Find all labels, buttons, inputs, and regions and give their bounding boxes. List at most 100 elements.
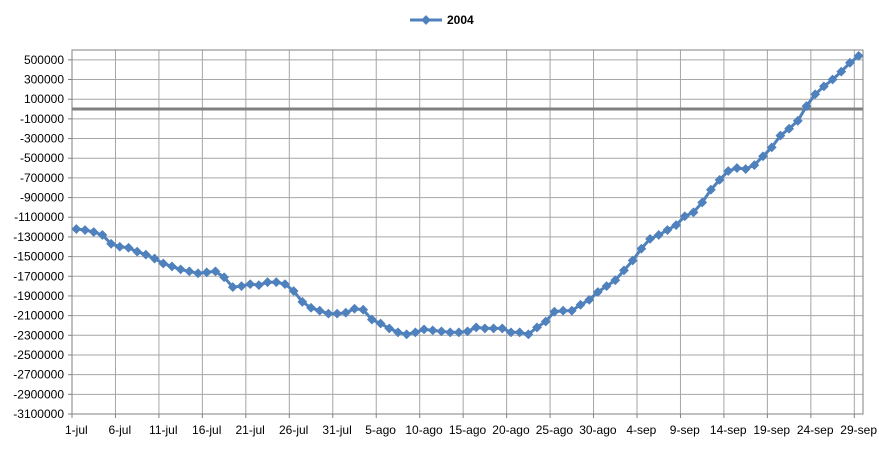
data-point-marker	[558, 305, 569, 316]
y-tick-label: -2500000	[13, 348, 64, 362]
y-tick-label: -2700000	[13, 368, 64, 382]
data-point-marker	[601, 281, 612, 292]
y-tick-label: -1900000	[13, 289, 64, 303]
data-point-marker	[201, 267, 212, 278]
data-point-marker	[766, 142, 777, 153]
data-point-marker	[714, 174, 725, 185]
data-point-marker	[306, 302, 316, 313]
x-tick-label: 10-ago	[405, 423, 443, 437]
data-point-marker	[645, 233, 655, 244]
data-point-marker	[749, 160, 760, 171]
data-point-marker	[393, 327, 403, 338]
data-point-marker	[845, 57, 855, 68]
data-point-marker	[80, 225, 90, 235]
data-point-marker	[410, 327, 421, 338]
data-point-marker	[784, 123, 795, 134]
legend-label-2004: 2004	[447, 13, 474, 27]
x-tick-label: 19-sep	[753, 423, 790, 437]
data-point-marker	[514, 327, 525, 338]
data-point-marker	[723, 166, 734, 176]
data-point-marker	[827, 74, 838, 85]
data-point-marker	[671, 220, 682, 231]
data-point-marker	[332, 308, 343, 319]
data-point-marker	[123, 242, 134, 253]
data-point-marker	[445, 327, 456, 338]
data-point-marker	[288, 286, 299, 296]
x-tick-label: 6-jul	[108, 423, 131, 437]
data-point-marker	[280, 279, 290, 290]
data-point-marker	[653, 230, 664, 240]
x-axis: 1-jul 6-jul 11-jul 16-jul 21-jul 26-jul 31-jul…	[65, 414, 877, 437]
data-point-marker	[219, 272, 230, 283]
x-tick-label: 9-sep	[670, 423, 700, 437]
data-point-marker	[340, 307, 351, 318]
data-point-marker	[167, 261, 177, 272]
data-point-marker	[375, 318, 386, 329]
grid	[71, 49, 864, 415]
x-tick-label: 29-sep	[840, 423, 877, 437]
data-point-marker	[662, 225, 673, 235]
data-point-marker	[488, 323, 499, 334]
data-point-marker	[262, 277, 273, 288]
data-point-marker	[818, 81, 829, 92]
y-tick-label: 100000	[24, 92, 64, 106]
data-point-marker	[471, 322, 482, 333]
data-point-marker	[801, 101, 812, 111]
data-point-marker	[210, 266, 221, 277]
x-tick-label: 30-ago	[579, 423, 617, 437]
data-point-marker	[453, 327, 464, 338]
data-point-marker	[462, 326, 473, 337]
data-point-marker	[253, 280, 264, 291]
data-point-marker	[358, 304, 369, 315]
data-point-marker	[836, 66, 847, 77]
y-tick-label: -1100000	[14, 210, 64, 224]
y-tick-label: -2300000	[13, 328, 64, 342]
y-tick-label: -2100000	[13, 309, 64, 323]
x-tick-label: 11-jul	[149, 423, 177, 437]
x-tick-label: 20-ago	[492, 423, 530, 437]
x-tick-label: 16-jul	[192, 423, 221, 437]
data-point-marker	[549, 306, 560, 317]
data-point-marker	[314, 305, 325, 316]
x-tick-label: 26-jul	[279, 423, 308, 437]
y-tick-label: -1300000	[13, 230, 64, 244]
data-point-marker	[114, 241, 125, 252]
data-point-marker	[158, 258, 169, 269]
data-point-marker	[705, 184, 716, 195]
x-tick-label: 5-ago	[365, 423, 396, 437]
data-point-marker	[619, 265, 629, 276]
data-point-marker	[540, 316, 551, 327]
data-point-marker	[497, 323, 508, 334]
data-point-marker	[97, 230, 108, 240]
data-point-marker	[610, 275, 621, 286]
x-tick-label: 31-jul	[322, 423, 351, 437]
data-point-marker	[427, 325, 438, 336]
data-point-marker	[436, 326, 447, 337]
x-tick-label: 4-sep	[626, 423, 656, 437]
data-point-marker	[792, 115, 803, 126]
data-point-marker	[384, 323, 395, 334]
data-point-marker	[636, 243, 647, 254]
y-tick-label: -100000	[20, 112, 64, 126]
y-tick-label: -500000	[20, 151, 64, 165]
y-tick-label: -3100000	[13, 407, 64, 421]
data-point-marker	[758, 151, 768, 162]
y-tick-label: -900000	[20, 191, 64, 205]
data-point-marker	[140, 249, 151, 260]
data-point-marker	[575, 299, 586, 310]
data-point-marker	[584, 294, 595, 305]
data-point-marker	[88, 227, 99, 237]
y-tick-label: 500000	[24, 53, 64, 67]
data-point-marker	[323, 308, 334, 319]
data-point-marker	[71, 224, 82, 234]
data-point-marker	[227, 282, 238, 292]
data-point-marker	[679, 211, 690, 222]
series-line-2004	[76, 54, 860, 336]
data-point-marker	[532, 322, 542, 333]
series-group	[71, 50, 864, 340]
data-point-marker	[419, 324, 429, 335]
data-point-marker	[149, 253, 160, 264]
data-point-marker	[566, 305, 577, 316]
data-point-marker	[697, 197, 708, 208]
